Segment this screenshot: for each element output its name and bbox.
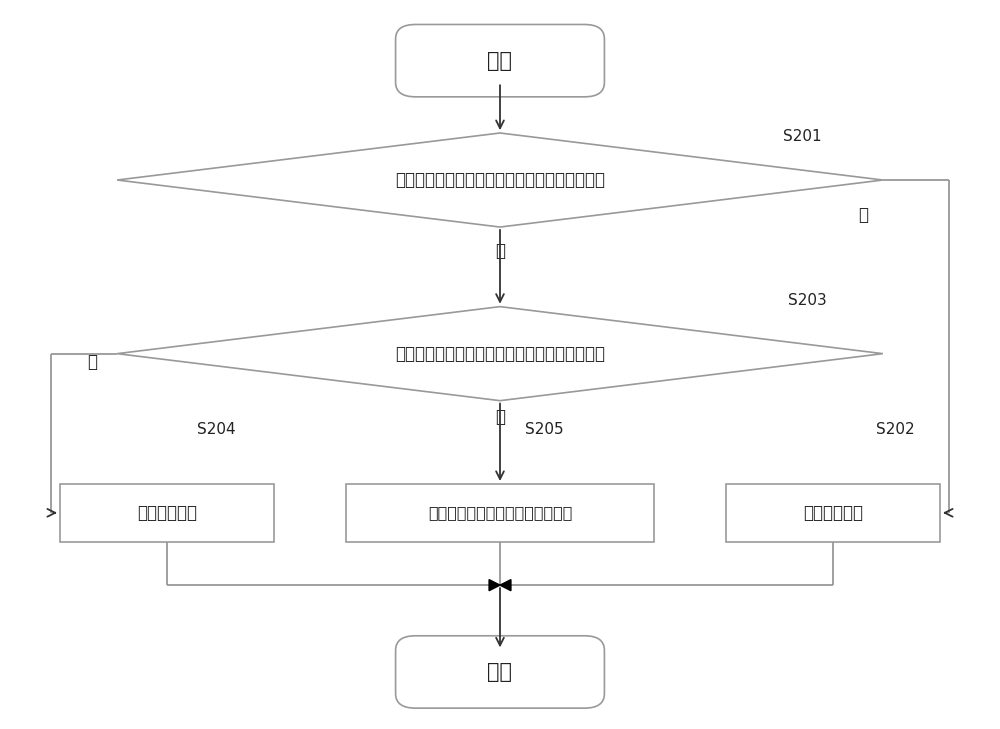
Polygon shape xyxy=(500,580,511,590)
Polygon shape xyxy=(117,133,883,227)
Text: 对所述任一碱基序列片段进行编码: 对所述任一碱基序列片段进行编码 xyxy=(428,505,572,521)
FancyBboxPatch shape xyxy=(346,484,654,542)
Text: 判断任一碱基序列片段与标准参考序列是否匹配: 判断任一碱基序列片段与标准参考序列是否匹配 xyxy=(395,171,605,189)
FancyBboxPatch shape xyxy=(60,484,274,542)
Text: S205: S205 xyxy=(525,422,563,437)
Text: 生成索引信息: 生成索引信息 xyxy=(803,504,863,522)
Text: 开始: 开始 xyxy=(488,50,512,71)
Text: S202: S202 xyxy=(876,422,915,437)
Polygon shape xyxy=(489,580,500,590)
Text: 是: 是 xyxy=(858,206,868,225)
FancyBboxPatch shape xyxy=(396,25,604,97)
Text: 否: 否 xyxy=(495,408,505,426)
Text: 结束: 结束 xyxy=(488,662,512,682)
Text: S201: S201 xyxy=(783,129,822,144)
Text: 判断任一碱基序列片段与变异参考序列是否匹配: 判断任一碱基序列片段与变异参考序列是否匹配 xyxy=(395,345,605,362)
Text: S204: S204 xyxy=(197,422,235,437)
Text: 否: 否 xyxy=(495,242,505,260)
Text: S203: S203 xyxy=(788,293,827,308)
Text: 是: 是 xyxy=(87,354,97,371)
Text: 生成索引信息: 生成索引信息 xyxy=(137,504,197,522)
Polygon shape xyxy=(117,307,883,401)
FancyBboxPatch shape xyxy=(396,636,604,708)
FancyBboxPatch shape xyxy=(726,484,940,542)
